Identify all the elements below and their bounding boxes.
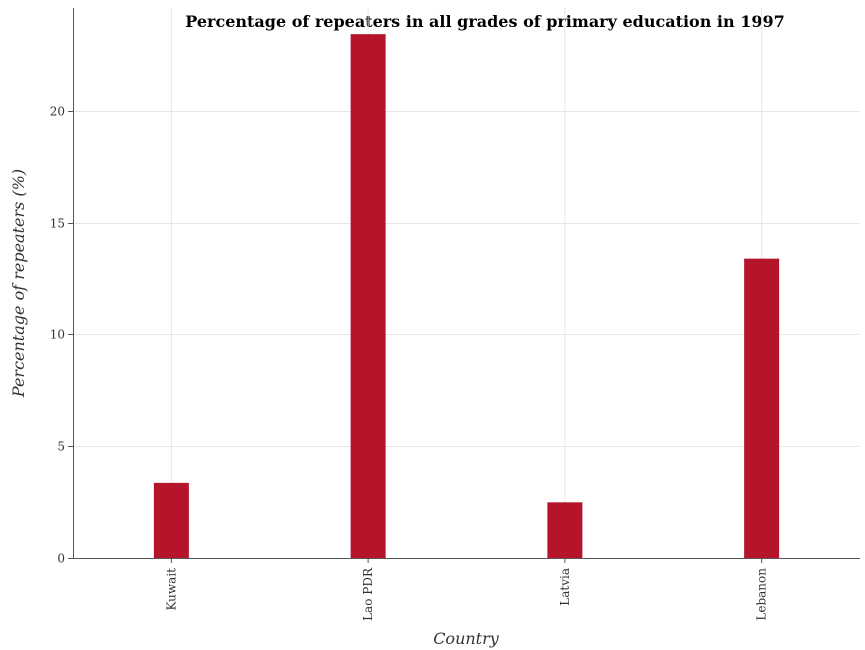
y-ticks: 0 5 10 15 20 xyxy=(50,105,73,566)
bars xyxy=(153,34,780,559)
x-ticks: Kuwait Lao PDR Latvia Lebanon xyxy=(164,558,769,621)
bar-latvia xyxy=(547,502,583,558)
x-axis-label: Country xyxy=(433,629,500,648)
y-tick-label: 20 xyxy=(50,105,65,119)
bar-lao-pdr xyxy=(350,34,386,559)
bar-kuwait xyxy=(153,482,189,558)
y-tick-label: 5 xyxy=(57,440,65,454)
x-tick-label: Lebanon xyxy=(755,568,769,621)
y-tick-label: 10 xyxy=(50,328,65,342)
chart-title: Percentage of repeaters in all grades of… xyxy=(185,12,785,31)
y-tick-label: 15 xyxy=(50,217,65,231)
y-axis-label: Percentage of repeaters (%) xyxy=(9,169,28,398)
gridlines xyxy=(73,8,860,559)
x-tick-label: Kuwait xyxy=(164,568,178,611)
x-tick-label: Lao PDR xyxy=(361,567,375,621)
x-tick-label: Latvia xyxy=(558,568,572,606)
bar-lebanon xyxy=(744,258,780,558)
axes xyxy=(73,8,860,559)
y-tick-label: 0 xyxy=(57,552,65,566)
